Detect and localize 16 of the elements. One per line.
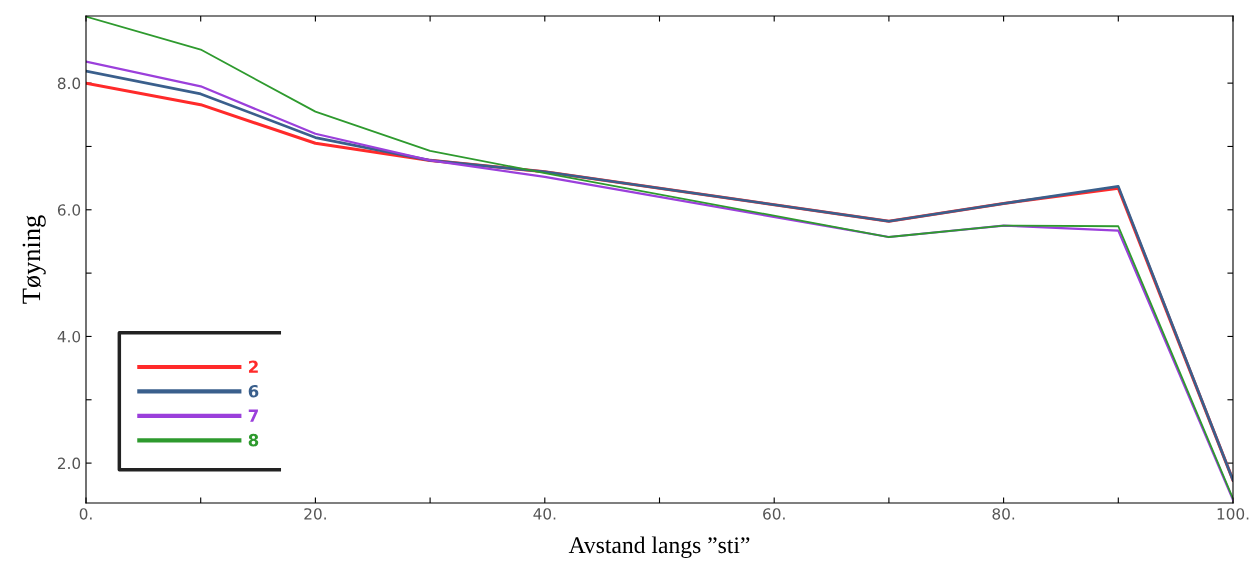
x-tick-label: 60. [763,508,785,520]
x-tick-label: 40. [533,508,556,520]
text: 7 [248,409,258,422]
x-tick-label: 80. [992,508,1015,520]
y-tick-label: 8.0 [57,77,81,90]
text: 2 [248,360,258,373]
text: 6 [248,384,259,398]
x-tick-label: 100. [1217,508,1249,520]
x-tick-label: 0. [79,508,92,520]
y-tick-label: 6.0 [57,204,81,216]
x-tick-label: 20. [304,508,326,520]
y-axis-title: Tøyning [22,215,46,304]
y-tick-label: 2.0 [57,457,81,470]
text: 8 [248,433,259,447]
y-tick-label: 4.0 [57,330,81,343]
x-axis-title: Avstand langs ”sti” [568,536,750,559]
